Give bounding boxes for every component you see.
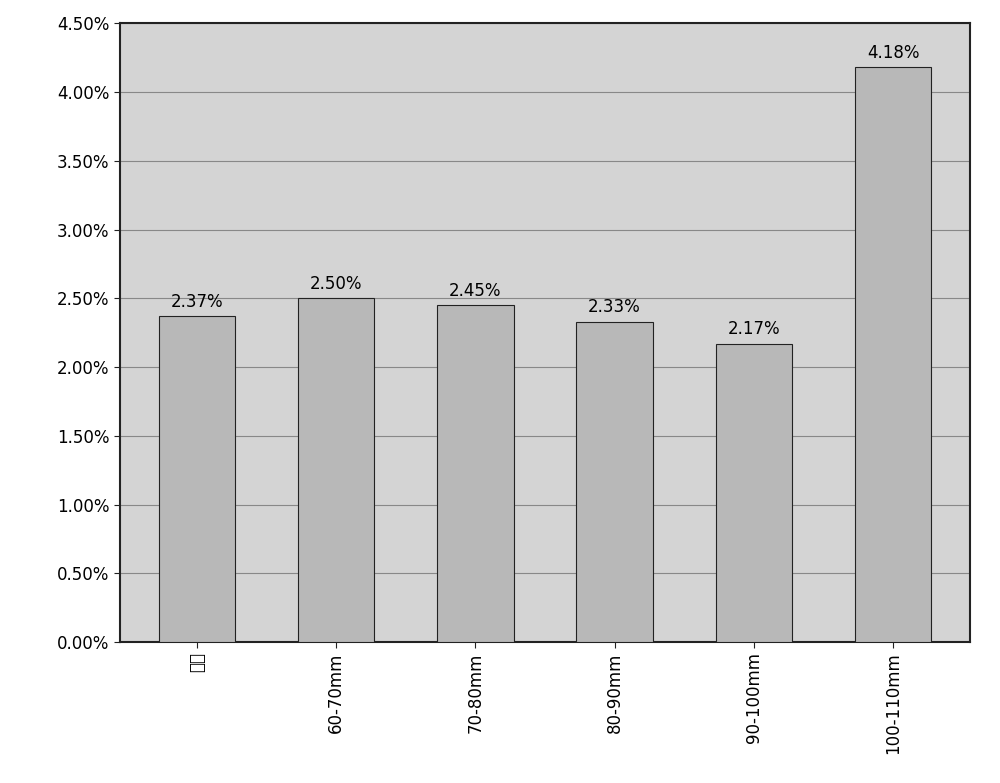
Bar — [437, 305, 514, 642]
Text: 2.17%: 2.17% — [728, 320, 780, 338]
Bar — [716, 344, 792, 642]
Text: 2.33%: 2.33% — [588, 298, 641, 316]
Bar — [855, 67, 931, 642]
Text: 2.37%: 2.37% — [171, 293, 223, 311]
Text: 2.50%: 2.50% — [310, 275, 362, 293]
Text: 2.45%: 2.45% — [449, 282, 502, 300]
Bar — [159, 316, 235, 642]
Text: 4.18%: 4.18% — [867, 44, 919, 62]
Bar — [298, 298, 374, 642]
Bar — [576, 322, 653, 642]
